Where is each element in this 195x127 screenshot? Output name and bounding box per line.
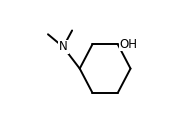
Text: OH: OH: [119, 38, 137, 51]
Text: N: N: [59, 41, 68, 53]
